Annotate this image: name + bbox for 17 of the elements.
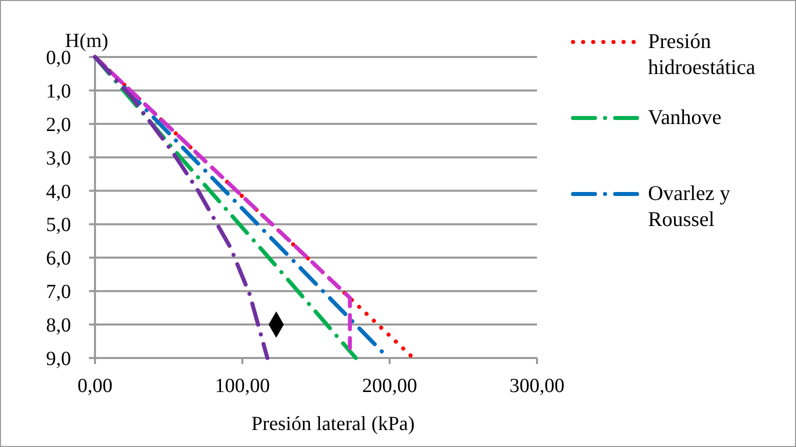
y-tick-label: 6,0 [46,248,71,270]
y-tick-label: 2,0 [46,114,71,136]
y-tick-label: 5,0 [46,214,71,236]
y-tick-label: 3,0 [46,147,71,170]
x-tick-label: 300,00 [510,375,564,397]
legend-label: Vanhove [648,105,722,129]
y-tick-label: 9,0 [46,348,71,370]
y-tick-label: 8,0 [46,314,71,337]
legend-label: Presión hidroestática [648,29,756,79]
legend-label: Ovarlez y Roussel [648,181,731,231]
y-tick-label: 4,0 [46,180,71,203]
x-tick-label: 100,00 [214,375,270,397]
y-tick-label: 1,0 [46,80,71,102]
y-tick-label: 7,0 [46,281,71,304]
x-tick-label: 200,00 [362,375,418,397]
x-axis-title: Presión lateral (kPa) [251,413,415,435]
x-tick-label: 0,00 [78,375,112,397]
